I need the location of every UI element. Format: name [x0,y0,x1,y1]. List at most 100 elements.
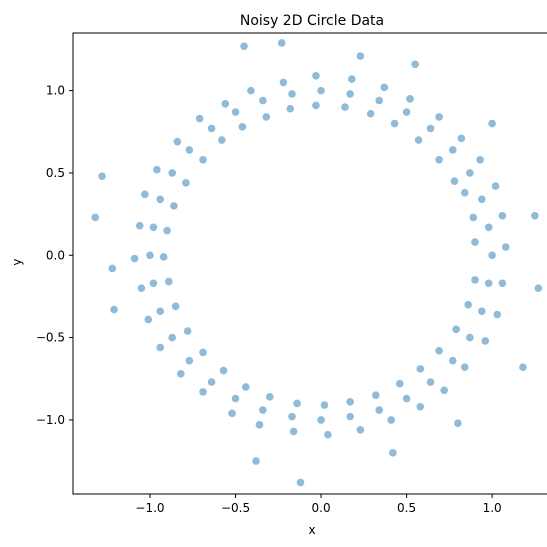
y-axis-label: y [10,258,24,265]
y-tick-label: 0.0 [46,248,65,262]
scatter-point [450,177,459,185]
scatter-point [279,78,288,87]
scatter-point [324,430,332,439]
scatter-point [141,190,149,199]
scatter-point [231,108,240,116]
scatter-point [312,101,320,110]
scatter-point [265,393,274,401]
x-axis-ticks: −1.0 −0.5 0.0 0.5 1.0 [135,494,502,515]
scatter-point [163,226,171,235]
scatter-point [130,254,139,263]
scatter-point [406,95,414,103]
scatter-point [173,137,182,146]
plot-frame [72,32,547,495]
scatter-point [146,251,154,260]
scatter-point [491,182,500,190]
x-tick-label: −1.0 [135,501,164,515]
scatter-point [534,284,543,292]
scatter-point [346,412,354,421]
scatter-point [488,251,496,260]
scatter-point [389,449,397,457]
scatter-point [171,302,180,311]
x-tick-label: −0.5 [221,501,250,515]
scatter-point [159,253,168,261]
scatter-point [478,307,486,316]
scatter-point [464,300,472,309]
scatter-point [476,155,484,164]
scatter-point [170,202,178,210]
y-tick-label: 0.5 [46,166,65,180]
scatter-point [312,72,320,80]
scatter-point [435,346,443,355]
scatter-point [153,165,161,174]
scatter-point [296,478,305,487]
scatter-point [156,195,165,204]
scatter-point [348,75,356,83]
scatter-point [387,416,395,424]
scatter-point [108,264,117,273]
scatter-point [259,406,267,414]
scatter-point [185,356,194,365]
scatter-point [375,406,384,414]
scatter-point [531,211,539,220]
scatter-point [262,113,271,121]
scatter-point [317,416,325,424]
scatter-point [286,104,295,113]
scatter-point [466,333,474,342]
scatter-point [218,136,226,144]
scatter-point [346,398,354,406]
scatter-point [183,327,192,335]
x-tick-label: 1.0 [483,501,502,515]
scatter-point [137,284,146,292]
scatter-point [255,421,264,429]
scatter-point [519,363,527,372]
scatter-point [98,172,106,181]
scatter-point [288,90,296,98]
scatter-point [356,425,365,434]
scatter-point [416,402,425,411]
scatter-point [317,86,325,95]
scatter-point [252,457,260,465]
scatter-point [502,243,510,251]
scatter-point [240,42,248,50]
y-tick-label: −1.0 [36,413,65,427]
scatter-point [454,419,462,428]
scatter-point [356,52,365,60]
scatter-point [395,379,404,388]
scatter-point [228,409,236,418]
scatter-point [481,337,490,345]
scatter-point [144,315,153,324]
scatter-point [426,378,435,386]
scatter-point [435,113,443,121]
y-tick-label: 1.0 [46,84,65,98]
y-tick-label: −0.5 [36,331,65,345]
scatter-point [460,188,469,197]
y-axis-ticks: −1.0 −0.5 0.0 0.5 1.0 [36,84,73,427]
x-tick-label: 0.5 [397,501,416,515]
scatter-point [199,348,207,357]
scatter-point [110,305,118,314]
scatter-point [207,124,216,133]
scatter-point [221,99,230,108]
scatter-point [469,213,478,222]
scatter-point [448,146,457,154]
scatter-point [293,399,301,408]
scatter-point [498,279,507,288]
scatter-point [135,221,144,230]
scatter-point [452,325,461,334]
x-axis-label: x [308,523,315,537]
scatter-point [341,103,349,111]
scatter-point [471,238,479,246]
scatter-point [165,277,173,286]
scatter-point [390,119,399,128]
scatter-point [199,155,207,164]
scatter-point [247,86,255,95]
scatter-point [168,169,177,177]
scatter-point [493,310,502,319]
scatter-point [182,179,190,187]
scatter-point [484,279,493,288]
scatter-point [185,146,194,154]
scatter-point [414,136,423,144]
scatter-point [149,279,158,288]
